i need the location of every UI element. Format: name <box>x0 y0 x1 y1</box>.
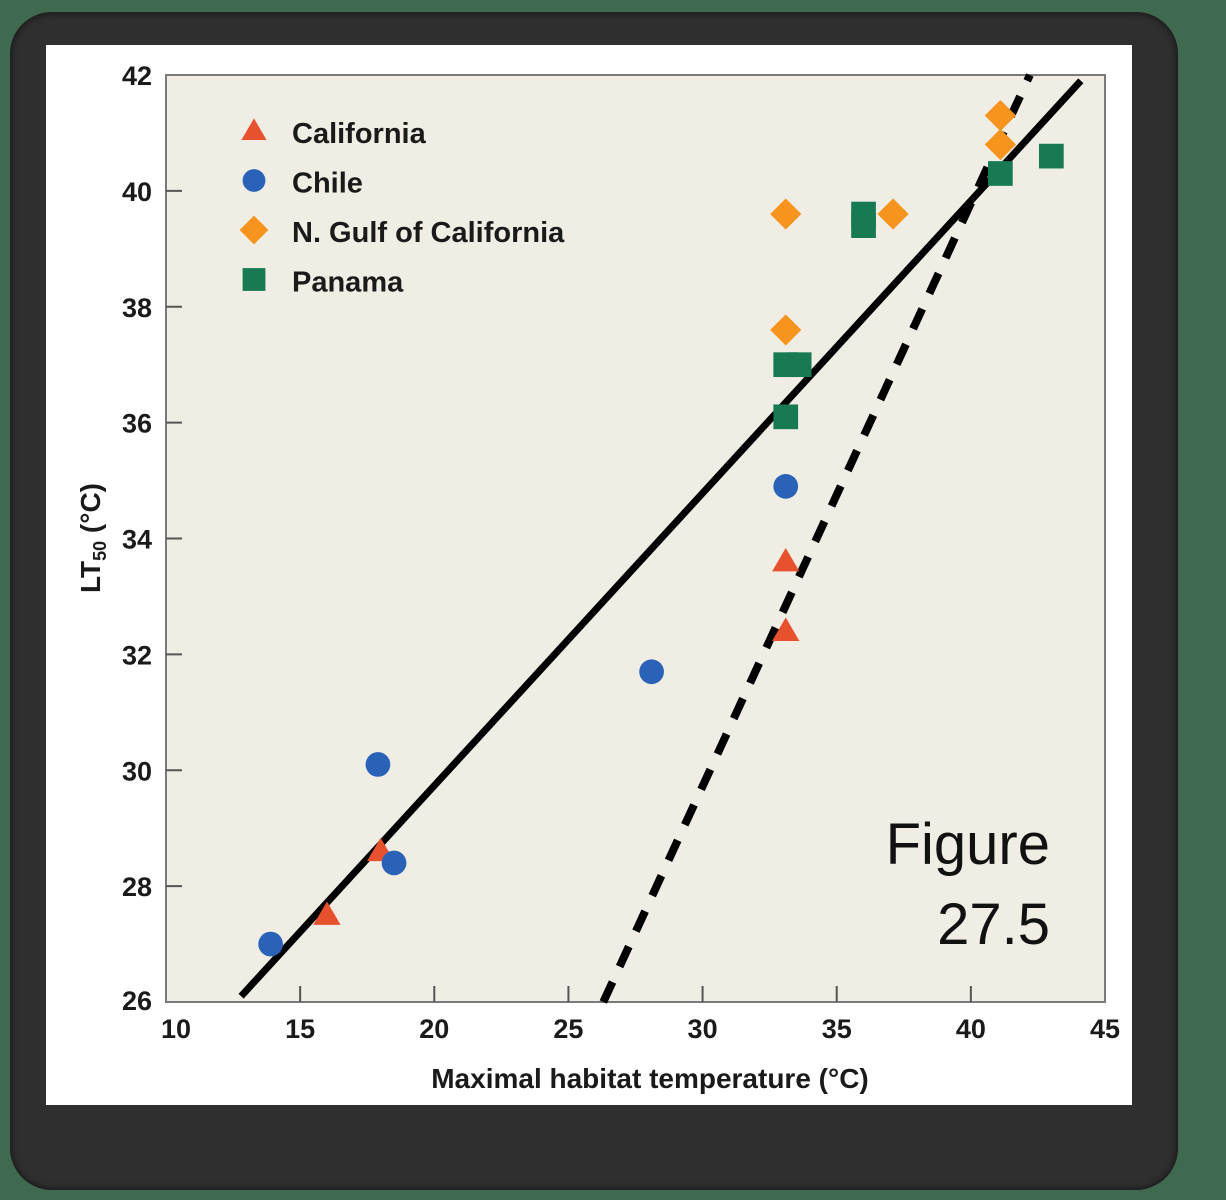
triangle-marker-icon <box>772 548 800 572</box>
y-tick-label: 30 <box>122 756 152 786</box>
y-tick-label: 32 <box>122 640 152 670</box>
circle-marker-icon <box>381 850 407 876</box>
figure-label-line1: Figure <box>886 812 1050 877</box>
y-axis-title: LT50 (°C) <box>75 483 110 593</box>
figure-label-line2: 27.5 <box>937 892 1050 957</box>
circle-marker-icon <box>258 931 283 957</box>
square-marker-icon <box>851 213 876 238</box>
diamond-marker-icon <box>984 128 1016 161</box>
x-tick-label: 45 <box>1090 1014 1120 1044</box>
triangle-marker-icon <box>313 901 341 925</box>
legend-label: N. Gulf of California <box>292 217 565 249</box>
y-tick-label: 34 <box>122 525 152 555</box>
y-tick-label: 38 <box>122 293 152 323</box>
y-tick-label: 42 <box>122 61 152 91</box>
legend: California Chile N. Gulf of California Pana… <box>239 118 565 299</box>
x-tick-label: 15 <box>285 1014 315 1044</box>
dashed-line <box>599 73 1034 1004</box>
legend-label: Panama <box>292 267 404 299</box>
y-tick-label: 40 <box>122 177 152 207</box>
square-marker-icon <box>786 352 812 378</box>
x-tick-label: 20 <box>419 1014 449 1044</box>
x-tick-label: 35 <box>822 1014 852 1044</box>
triangle-marker-icon <box>772 617 800 641</box>
square-marker-icon <box>773 404 799 430</box>
data-points <box>258 99 1064 957</box>
triangle-marker-icon <box>241 118 267 140</box>
square-marker-icon <box>988 161 1013 186</box>
diamond-marker-icon <box>770 314 802 346</box>
diamond-marker-icon <box>877 198 909 230</box>
square-marker-icon <box>1038 143 1064 169</box>
diamond-marker-icon <box>984 99 1016 132</box>
x-tick-label: 10 <box>161 1014 191 1044</box>
y-tick-label: 26 <box>122 986 152 1016</box>
diamond-marker-icon <box>770 198 802 230</box>
x-tick-label: 25 <box>553 1014 583 1044</box>
y-tick-label: 36 <box>122 409 152 439</box>
square-marker-icon <box>242 268 266 291</box>
circle-marker-icon <box>639 659 664 685</box>
circle-marker-icon <box>365 752 391 777</box>
x-tick-label: 30 <box>688 1014 718 1044</box>
x-axis-title: Maximal habitat temperature (°C) <box>431 1063 869 1094</box>
y-tick-label: 28 <box>122 872 152 902</box>
diamond-marker-icon <box>239 215 269 245</box>
legend-label: Chile <box>292 168 363 200</box>
axis-ticks: 10 15 20 25 30 35 40 45 26 28 30 32 34 36 38 40 42 <box>122 61 1120 1044</box>
x-tick-label: 40 <box>956 1014 986 1044</box>
circle-marker-icon <box>242 169 266 192</box>
legend-label: California <box>292 118 427 150</box>
circle-marker-icon <box>773 474 799 499</box>
